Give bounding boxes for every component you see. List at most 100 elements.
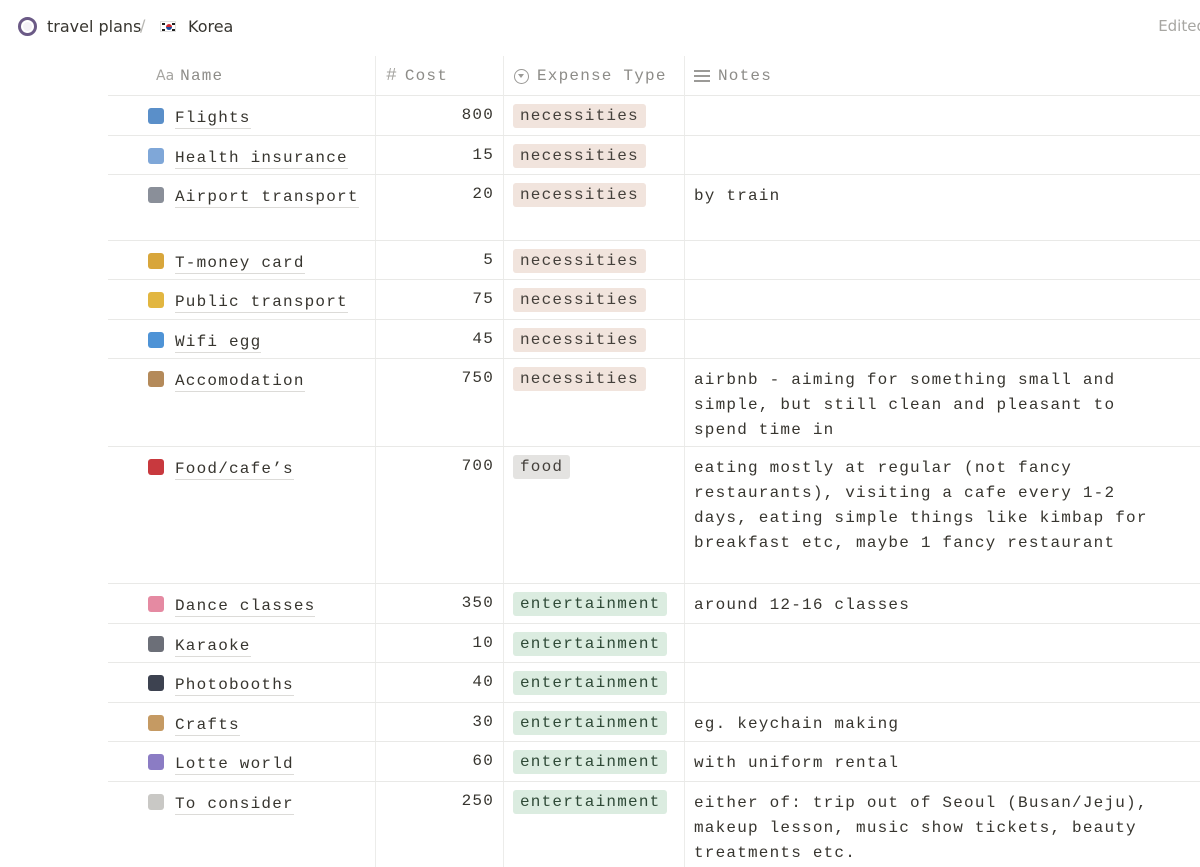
- table-row[interactable]: Karaoke 10 entertainment: [108, 624, 1200, 663]
- row-name: Dance classes: [175, 597, 316, 617]
- name-cell[interactable]: Accomodation: [148, 368, 370, 395]
- row-name: Flights: [175, 109, 251, 129]
- name-cell[interactable]: Dance classes: [148, 593, 370, 620]
- row-name: Crafts: [175, 716, 240, 736]
- name-cell[interactable]: Public transport: [148, 289, 370, 316]
- table-row[interactable]: Dance classes 350 entertainment around 12-1…: [108, 584, 1200, 624]
- breadcrumb-page[interactable]: Korea: [160, 14, 233, 38]
- notes-cell[interactable]: eg. keychain making: [694, 715, 900, 733]
- expense-type-cell[interactable]: entertainment: [513, 671, 668, 695]
- table-row[interactable]: Food/cafe’s 700 food eating mostly at regul…: [108, 447, 1200, 584]
- expense-type-cell[interactable]: necessities: [513, 288, 646, 312]
- top-bar: travel plans / Korea Edited: [0, 0, 1200, 52]
- table-row[interactable]: Accomodation 750 necessities airbnb - aimin…: [108, 359, 1200, 447]
- expense-type-cell[interactable]: food: [513, 455, 571, 479]
- expense-type-tag: necessities: [513, 249, 646, 273]
- cost-cell[interactable]: 40: [472, 673, 494, 691]
- expense-type-cell[interactable]: entertainment: [513, 790, 668, 814]
- workspace-ring-icon: [18, 16, 37, 36]
- table-row[interactable]: Public transport 75 necessities: [108, 280, 1200, 320]
- cost-cell[interactable]: 250: [461, 792, 494, 810]
- row-name: Food/cafe’s: [175, 460, 294, 480]
- cost-cell[interactable]: 15: [472, 146, 494, 164]
- table-row[interactable]: Flights 800 necessities: [108, 96, 1200, 136]
- column-header-expense-type[interactable]: Expense Type: [514, 56, 667, 96]
- expense-type-cell[interactable]: entertainment: [513, 750, 668, 774]
- cost-cell[interactable]: 750: [461, 369, 494, 387]
- crafter-icon: [148, 715, 164, 731]
- expense-type-tag: entertainment: [513, 592, 668, 616]
- notes-cell[interactable]: either of: trip out of Seoul (Busan/Jeju…: [694, 794, 1148, 862]
- notes-cell[interactable]: eating mostly at regular (not fancy rest…: [694, 459, 1148, 552]
- name-cell[interactable]: T-money card: [148, 250, 370, 277]
- notes-cell[interactable]: with uniform rental: [694, 754, 900, 772]
- notes-cell[interactable]: by train: [694, 187, 781, 205]
- name-cell[interactable]: Lotte world: [148, 751, 370, 778]
- train-icon: [148, 187, 164, 203]
- cost-cell[interactable]: 5: [483, 251, 494, 269]
- microphone-icon: [148, 636, 164, 652]
- cost-cell[interactable]: 10: [472, 634, 494, 652]
- row-name: Photobooths: [175, 676, 294, 696]
- breadcrumb-workspace[interactable]: travel plans: [18, 14, 141, 38]
- breadcrumb-separator: /: [140, 16, 146, 35]
- table-row[interactable]: Crafts 30 entertainment eg. keychain making: [108, 703, 1200, 742]
- cost-cell[interactable]: 20: [472, 185, 494, 203]
- cost-cell[interactable]: 75: [472, 290, 494, 308]
- expense-type-cell[interactable]: necessities: [513, 328, 646, 352]
- credit-card-icon: [148, 253, 164, 269]
- name-cell[interactable]: Wifi egg: [148, 329, 370, 356]
- airplane-icon: [148, 108, 164, 124]
- expense-type-cell[interactable]: entertainment: [513, 711, 668, 735]
- expense-type-tag: entertainment: [513, 632, 668, 656]
- name-cell[interactable]: Food/cafe’s: [148, 456, 370, 483]
- hospital-icon: [148, 148, 164, 164]
- row-name: Airport transport: [175, 188, 359, 208]
- cost-cell[interactable]: 60: [472, 752, 494, 770]
- notes-cell[interactable]: airbnb - aiming for something small and …: [694, 371, 1116, 439]
- name-cell[interactable]: Photobooths: [148, 672, 370, 699]
- expense-type-tag: food: [513, 455, 571, 479]
- cost-cell[interactable]: 700: [461, 457, 494, 475]
- expense-type-cell[interactable]: necessities: [513, 183, 646, 207]
- column-header-notes[interactable]: Notes: [694, 56, 772, 96]
- table-row[interactable]: Photobooths 40 entertainment: [108, 663, 1200, 703]
- cost-cell[interactable]: 30: [472, 713, 494, 731]
- table-row[interactable]: Health insurance 15 necessities: [108, 136, 1200, 175]
- row-name: Karaoke: [175, 637, 251, 657]
- expense-type-cell[interactable]: entertainment: [513, 592, 668, 616]
- cost-cell[interactable]: 350: [461, 594, 494, 612]
- table-row[interactable]: Airport transport 20 necessities by train: [108, 175, 1200, 241]
- name-cell[interactable]: To consider: [148, 791, 370, 818]
- notes-cell[interactable]: around 12-16 classes: [694, 596, 911, 614]
- cost-cell[interactable]: 800: [461, 106, 494, 124]
- name-cell[interactable]: Flights: [148, 105, 370, 132]
- expense-type-cell[interactable]: necessities: [513, 249, 646, 273]
- text-property-icon: Aa: [156, 68, 175, 84]
- column-divider: [503, 56, 504, 867]
- hotel-icon: [148, 371, 164, 387]
- cost-cell[interactable]: 45: [472, 330, 494, 348]
- name-cell[interactable]: Airport transport: [148, 184, 370, 211]
- expense-type-tag: necessities: [513, 288, 646, 312]
- name-cell[interactable]: Health insurance: [148, 145, 370, 172]
- row-name: Accomodation: [175, 372, 305, 392]
- expense-type-cell[interactable]: entertainment: [513, 632, 668, 656]
- column-divider: [375, 56, 376, 867]
- name-cell[interactable]: Karaoke: [148, 633, 370, 660]
- expense-type-cell[interactable]: necessities: [513, 144, 646, 168]
- table-row[interactable]: To consider 250 entertainment either of: tr…: [108, 782, 1200, 867]
- column-header-name[interactable]: Aa Name: [156, 67, 224, 85]
- table-row[interactable]: Lotte world 60 entertainment with uniform r…: [108, 742, 1200, 782]
- expense-type-cell[interactable]: necessities: [513, 367, 646, 391]
- ballet-shoes-icon: [148, 596, 164, 612]
- name-cell[interactable]: Crafts: [148, 712, 370, 739]
- row-name: To consider: [175, 795, 294, 815]
- column-header-cost[interactable]: # Cost: [386, 66, 449, 86]
- text-lines-icon: [694, 70, 710, 82]
- expense-type-cell[interactable]: necessities: [513, 104, 646, 128]
- table-row[interactable]: T-money card 5 necessities: [108, 241, 1200, 280]
- table-row[interactable]: Wifi egg 45 necessities: [108, 320, 1200, 359]
- number-property-icon: #: [386, 66, 397, 86]
- expense-type-tag: necessities: [513, 328, 646, 352]
